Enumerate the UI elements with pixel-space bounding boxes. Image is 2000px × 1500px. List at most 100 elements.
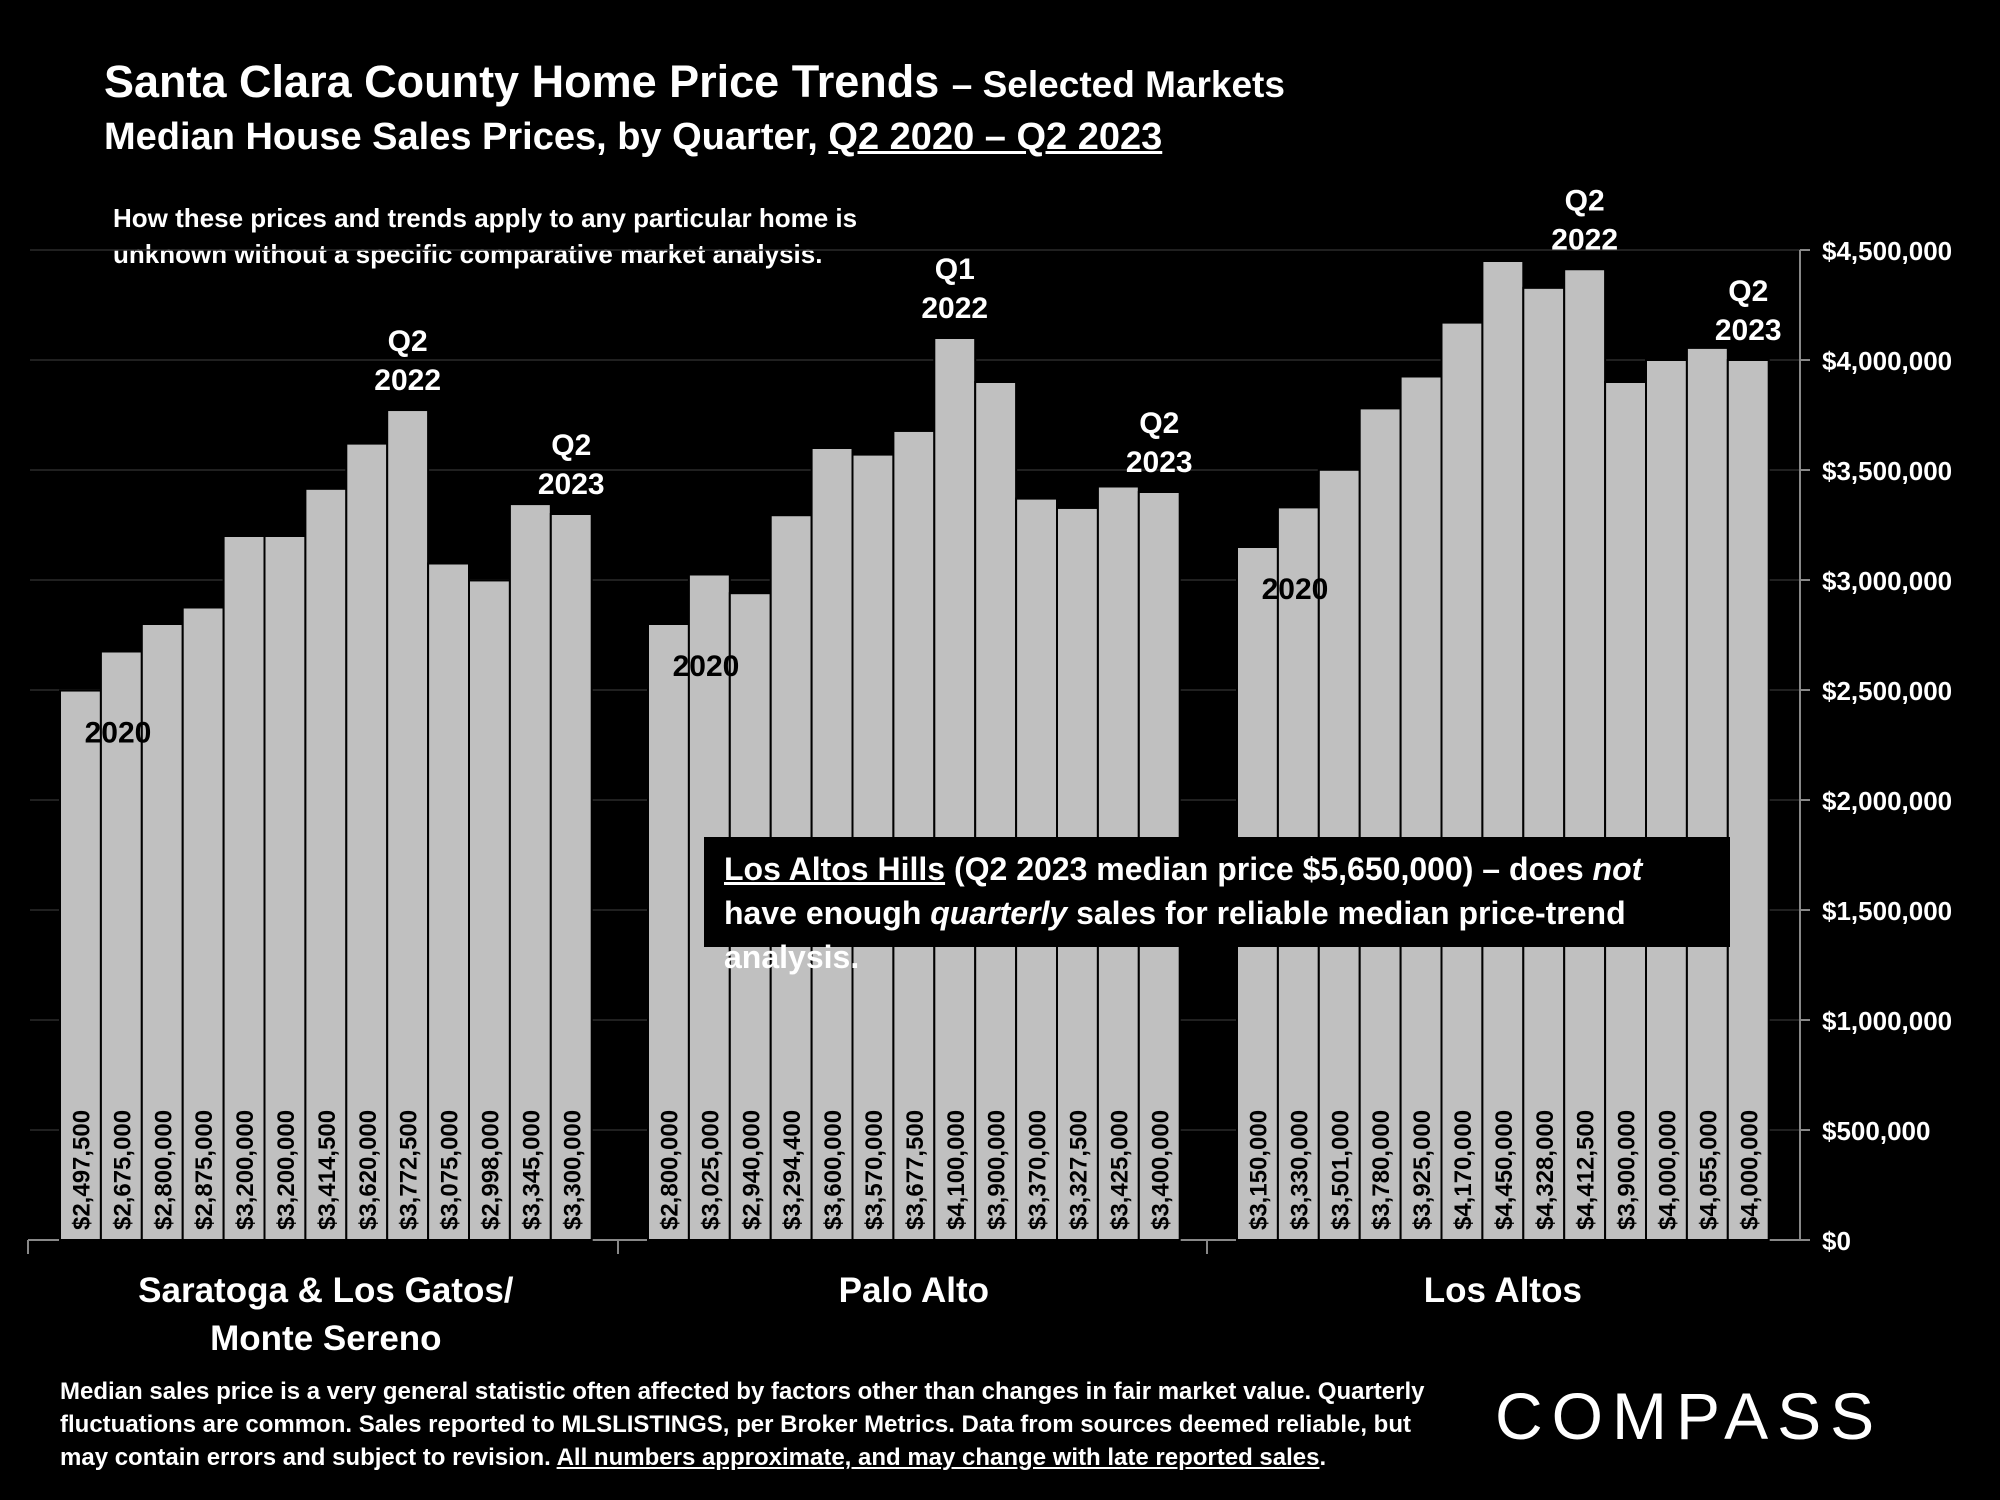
bar-annotation: 2022	[374, 364, 441, 397]
disclaimer-note: How these prices and trends apply to any…	[113, 203, 858, 269]
callout-quarterly: quarterly	[930, 895, 1068, 931]
bar-value-label: $2,875,000	[191, 1110, 218, 1230]
chart-title: Santa Clara County Home Price Trends – S…	[104, 56, 1285, 108]
callout-not: not	[1592, 851, 1643, 887]
bar-value-label: $4,328,000	[1532, 1110, 1559, 1230]
bar-value-label: $3,772,500	[396, 1110, 423, 1230]
x-category-label: Palo Alto	[839, 1271, 989, 1310]
y-tick-label: $2,500,000	[1822, 676, 1952, 706]
bar	[933, 337, 977, 1241]
bar-value-label: $3,620,000	[355, 1110, 382, 1230]
bar-value-label: $2,497,500	[68, 1110, 95, 1230]
bar	[1726, 359, 1770, 1241]
bar-value-label: $4,100,000	[943, 1110, 970, 1230]
bar	[974, 381, 1018, 1241]
bar-value-label: $3,677,500	[902, 1110, 929, 1230]
x-category-label: Los Altos	[1424, 1271, 1582, 1310]
bar-value-label: $3,150,000	[1245, 1110, 1272, 1230]
bar	[181, 606, 225, 1241]
footer-underlined: All numbers approximate, and may change …	[556, 1444, 1320, 1471]
bar-annotation: Q2	[551, 429, 591, 462]
bar-value-label: $3,414,500	[314, 1110, 341, 1230]
bar	[222, 535, 266, 1241]
callout-place: Los Altos Hills	[724, 851, 946, 887]
bar-annotation: 2020	[85, 717, 152, 750]
bar-value-label: $3,075,000	[437, 1110, 464, 1230]
bar	[140, 623, 184, 1241]
bar	[99, 650, 143, 1241]
bar-annotation: 2023	[1715, 314, 1782, 347]
bar-annotation: 2020	[673, 650, 740, 683]
x-category-label: Saratoga & Los Gatos/	[138, 1271, 514, 1310]
bar-value-label: $3,370,000	[1025, 1110, 1052, 1230]
bar-value-label: $3,900,000	[984, 1110, 1011, 1230]
bar-annotation: Q2	[388, 325, 428, 358]
bar	[1645, 359, 1688, 1241]
bar	[549, 513, 593, 1241]
footer-text: Median sales price is a very general sta…	[60, 1378, 1425, 1471]
bar-value-label: $2,800,000	[656, 1110, 683, 1230]
bar	[647, 623, 690, 1241]
bar	[1440, 321, 1484, 1242]
bar-value-label: $3,327,500	[1065, 1110, 1092, 1230]
bar-annotation: Q1	[935, 253, 975, 286]
bar-annotation: 2022	[1551, 223, 1618, 256]
bar	[1481, 260, 1525, 1241]
bar-value-label: $4,000,000	[1736, 1110, 1763, 1230]
y-tick-label: $2,000,000	[1822, 786, 1952, 816]
bar	[1685, 346, 1729, 1241]
bar-value-label: $3,300,000	[559, 1110, 586, 1230]
y-tick-label: $4,000,000	[1822, 346, 1952, 376]
bar-value-label: $2,800,000	[150, 1110, 177, 1230]
bar-value-label: $3,200,000	[273, 1110, 300, 1230]
bar	[263, 535, 307, 1241]
bar	[304, 487, 348, 1241]
bar	[508, 503, 552, 1242]
bar-value-label: $3,501,000	[1327, 1110, 1354, 1230]
bar	[892, 429, 936, 1241]
chart-subtitle: Median House Sales Prices, by Quarter, Q…	[104, 116, 1162, 159]
y-tick-label: $3,000,000	[1822, 566, 1952, 596]
chart-subtitle-range: Q2 2020 – Q2 2023	[828, 116, 1163, 158]
bar-value-label: $3,330,000	[1286, 1110, 1313, 1230]
y-tick-label: $4,500,000	[1822, 236, 1952, 266]
bar	[386, 409, 430, 1241]
bar-value-label: $3,570,000	[861, 1110, 888, 1230]
bar	[59, 689, 102, 1241]
callout-part1: (Q2 2023 median price $5,650,000) – does	[953, 851, 1584, 887]
y-tick-label: $500,000	[1822, 1116, 1930, 1146]
bar-value-label: $4,450,000	[1491, 1110, 1518, 1230]
bar-value-label: $4,055,000	[1695, 1110, 1722, 1230]
bar-value-label: $4,170,000	[1450, 1110, 1477, 1230]
bar	[345, 442, 389, 1242]
x-category-label: Monte Sereno	[210, 1319, 441, 1358]
y-tick-label: $1,000,000	[1822, 1006, 1952, 1036]
bar-value-label: $4,412,500	[1573, 1110, 1600, 1230]
bar-annotation: 2022	[921, 292, 988, 325]
y-tick-label: $0	[1822, 1226, 1851, 1256]
bar-value-label: $2,675,000	[109, 1110, 136, 1230]
bar	[1522, 286, 1566, 1241]
bar-value-label: $3,900,000	[1614, 1110, 1641, 1230]
compass-logo: COMPASS	[1495, 1379, 1884, 1453]
bar	[427, 562, 471, 1241]
chart-subtitle-prefix: Median House Sales Prices, by Quarter,	[104, 116, 818, 158]
callout-part3: sales for reliable median price-trend an…	[724, 895, 1626, 975]
bar-value-label: $3,600,000	[820, 1110, 847, 1230]
bar-annotation: 2023	[1126, 446, 1193, 479]
y-tick-label: $1,500,000	[1822, 896, 1952, 926]
footer-disclaimer: Median sales price is a very general sta…	[60, 1375, 1460, 1474]
bar-annotation: Q2	[1728, 275, 1768, 308]
bar-value-label: $4,000,000	[1654, 1110, 1681, 1230]
bar	[1399, 375, 1443, 1241]
chart-title-main: Santa Clara County Home Price Trends	[104, 56, 940, 107]
bar-value-label: $3,294,400	[779, 1110, 806, 1230]
bar-annotation: Q2	[1139, 407, 1179, 440]
bar-value-label: $3,780,000	[1368, 1110, 1395, 1230]
bar-value-label: $3,425,000	[1106, 1110, 1133, 1230]
callout-part2: have enough	[724, 895, 922, 931]
y-tick-label: $3,500,000	[1822, 456, 1952, 486]
bar-annotation: 2023	[538, 468, 605, 501]
chart-title-suffix: – Selected Markets	[951, 64, 1285, 105]
